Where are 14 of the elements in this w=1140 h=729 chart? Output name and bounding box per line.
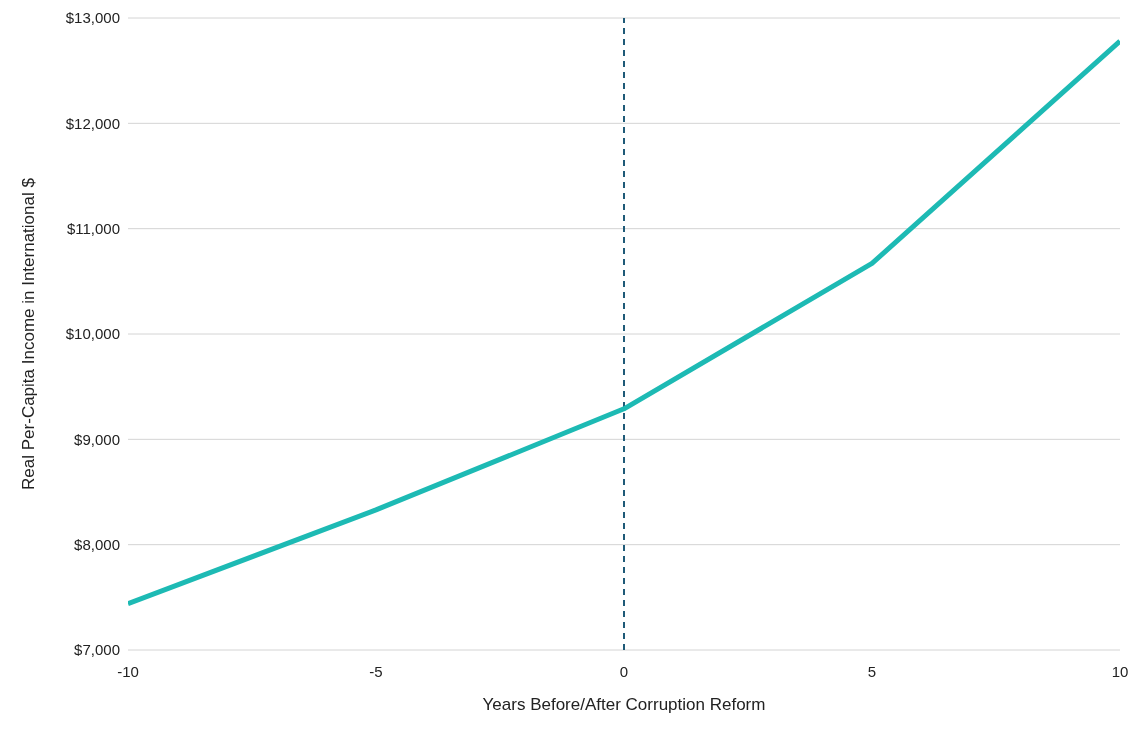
x-axis-title: Years Before/After Corruption Reform — [482, 695, 766, 714]
y-tick-label: $8,000 — [74, 535, 120, 553]
y-tick-label: $13,000 — [65, 9, 120, 27]
y-tick-label: $7,000 — [74, 641, 120, 659]
y-axis-title: Real Per-Capita Income in International $ — [19, 177, 39, 490]
x-tick-label: -10 — [117, 662, 139, 680]
y-tick-label: $10,000 — [65, 325, 120, 343]
x-tick-label: 0 — [619, 662, 629, 680]
x-tick-label: 5 — [867, 662, 877, 680]
x-tick-label: 10 — [1111, 662, 1129, 680]
y-tick-label: $11,000 — [66, 219, 120, 237]
x-tick-label: -5 — [369, 662, 383, 680]
y-tick-label: $9,000 — [74, 430, 120, 448]
y-tick-label: $12,000 — [65, 114, 120, 132]
